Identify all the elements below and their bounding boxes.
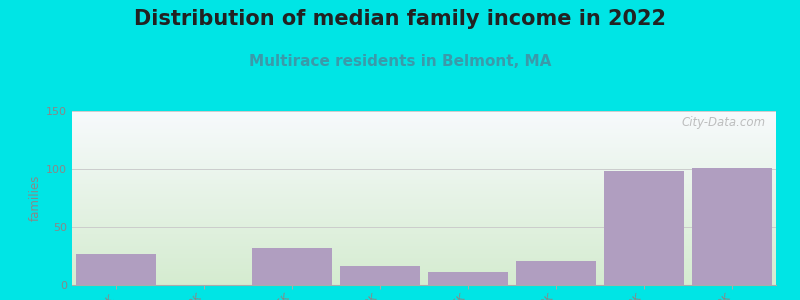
Text: Distribution of median family income in 2022: Distribution of median family income in … — [134, 9, 666, 29]
Y-axis label: families: families — [29, 175, 42, 221]
Bar — [603, 171, 685, 285]
Bar — [75, 254, 157, 285]
Bar — [339, 266, 421, 285]
Bar — [691, 168, 773, 285]
Text: City-Data.com: City-Data.com — [682, 116, 766, 129]
Bar — [515, 261, 597, 285]
Text: Multirace residents in Belmont, MA: Multirace residents in Belmont, MA — [249, 54, 551, 69]
Bar — [427, 272, 509, 285]
Bar — [251, 248, 333, 285]
